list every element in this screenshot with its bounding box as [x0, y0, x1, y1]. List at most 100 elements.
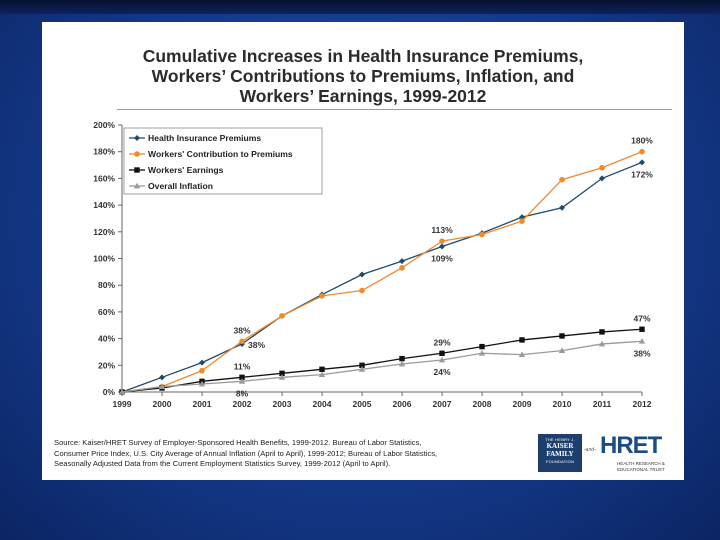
inflation-point [158, 383, 166, 390]
x-tick-label: 2011 [593, 399, 612, 409]
contribution-series-line [121, 151, 643, 393]
inflation-point [318, 371, 326, 378]
y-tick-label: 180% [93, 147, 115, 157]
line-chart: 0% 20% 40% 60% 80% 100% 120% 140% 160% 180% 200% 19… [93, 120, 653, 409]
earnings-point [319, 366, 325, 373]
chart-title: Cumulative Increases in Health Insurance… [42, 46, 684, 106]
inflation-point [358, 366, 366, 372]
earnings-point [519, 337, 525, 343]
earnings-data-label: 47% [633, 313, 650, 323]
premiums-point [439, 243, 445, 250]
y-tick-label: 200% [93, 120, 115, 130]
kff-logo-line-2: FAMILY [546, 450, 574, 458]
earnings-point [439, 350, 445, 356]
y-tick-label: 60% [98, 307, 115, 317]
contribution-point [359, 287, 365, 294]
x-tick-label: 2009 [513, 399, 532, 409]
y-tick-label: 160% [93, 173, 115, 183]
kff-logo-line-3: FOUNDATION [545, 459, 575, 464]
premiums-series-line [121, 161, 643, 393]
contribution-point [319, 293, 325, 299]
kff-logo-line-1: KAISER [546, 442, 574, 450]
inflation-point [598, 340, 606, 347]
x-tick-label: 2000 [153, 399, 172, 409]
earnings-point [359, 362, 365, 368]
contribution-point [479, 231, 485, 238]
kaiser-family-foundation-logo: THE HENRY J. KAISER FAMILY FOUNDATION [538, 434, 582, 472]
y-tick-label: 20% [98, 360, 115, 370]
contribution-point [639, 148, 645, 155]
slide-top-band [0, 0, 720, 14]
earnings-data-label: 11% [234, 361, 251, 371]
hret-logo-subtitle: HEALTH RESEARCH & EDUCATIONAL TRUST [617, 461, 665, 472]
premiums-point [639, 159, 645, 166]
contribution-point [199, 367, 205, 374]
contribution-point [239, 338, 245, 345]
legend-label-premiums: Health Insurance Premiums [148, 133, 261, 143]
chart-title-line-1: Cumulative Increases in Health Insurance… [142, 46, 584, 66]
title-divider [117, 109, 672, 110]
inflation-point [438, 356, 446, 363]
x-tick-label: 1999 [113, 399, 132, 409]
legend-label-inflation: Overall Inflation [148, 181, 213, 191]
contribution-data-label: 38% [233, 325, 250, 335]
y-tick-label: 140% [93, 200, 115, 210]
slide-panel: Cumulative Increases in Health Insurance… [42, 22, 684, 480]
x-tick-label: 2005 [353, 399, 372, 409]
earnings-point [639, 326, 645, 332]
contribution-point [519, 218, 525, 224]
inflation-point [238, 378, 246, 384]
premiums-data-label: 109% [431, 253, 453, 263]
legend-marker-contribution [134, 151, 140, 157]
x-tick-label: 2012 [633, 399, 652, 409]
contribution-point [599, 164, 605, 171]
contribution-point [559, 176, 565, 183]
chart-title-line-3: Workers’ Earnings, 1999-2012 [239, 86, 487, 106]
source-line-2: Consumer Price Index, U.S. City Average … [54, 448, 438, 458]
earnings-series-line [121, 328, 643, 393]
premiums-point [599, 175, 605, 182]
earnings-point [279, 370, 285, 377]
premiums-point [559, 204, 565, 211]
earnings-point [479, 343, 485, 350]
x-tick-label: 2001 [193, 399, 212, 409]
inflation-point [558, 347, 566, 354]
hret-logo: HRET [600, 432, 662, 459]
premiums-point [159, 374, 165, 381]
premiums-point [399, 258, 405, 265]
premiums-data-label: 38% [248, 340, 265, 350]
contribution-point [279, 313, 285, 319]
x-tick-label: 2006 [393, 399, 412, 409]
inflation-point [518, 351, 526, 358]
source-line-1: Source: Kaiser/HRET Survey of Employer-S… [54, 438, 422, 447]
y-tick-label: 0% [103, 387, 116, 397]
contribution-data-label: 113% [431, 225, 453, 235]
contribution-point [399, 265, 405, 271]
x-tick-label: 2003 [273, 399, 292, 409]
premiums-point [199, 359, 205, 366]
inflation-point [118, 388, 126, 395]
chart-title-line-2: Workers’ Contributions to Premiums, Infl… [151, 66, 575, 86]
y-tick-label: 100% [93, 254, 115, 264]
kff-logo-small-text: THE HENRY J. [545, 437, 575, 442]
inflation-data-label: 38% [633, 348, 650, 358]
x-tick-label: 2002 [233, 399, 252, 409]
x-tick-label: 2010 [553, 399, 572, 409]
earnings-point [599, 329, 605, 335]
inflation-point [638, 338, 646, 344]
y-tick-label: 40% [98, 334, 115, 344]
legend-label-earnings: Workers' Earnings [148, 165, 224, 175]
inflation-point [278, 374, 286, 380]
legend-marker-earnings [134, 167, 140, 173]
x-tick-label: 2007 [433, 399, 452, 409]
legend-marker-inflation [133, 182, 141, 189]
source-line-3: Seasonally Adjusted Data from the Curren… [54, 459, 391, 468]
legend-marker-premiums [134, 135, 140, 141]
contribution-data-label: 180% [631, 136, 653, 146]
source-note: Source: Kaiser/HRET Survey of Employer-S… [54, 438, 534, 470]
inflation-point [198, 380, 206, 387]
logo-and-text: -and- [584, 447, 596, 453]
earnings-point [399, 355, 405, 362]
legend-label-contribution: Workers' Contribution to Premiums [148, 149, 293, 159]
x-tick-label: 2004 [313, 399, 332, 409]
